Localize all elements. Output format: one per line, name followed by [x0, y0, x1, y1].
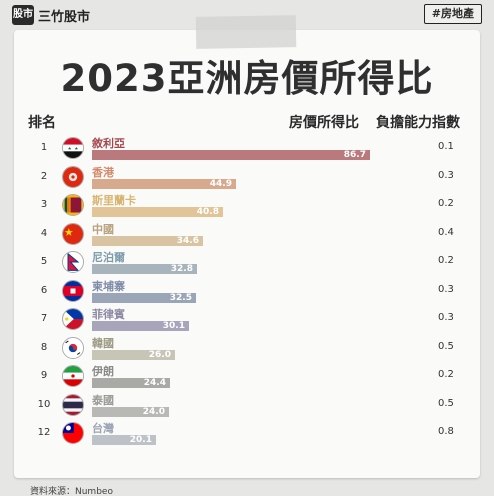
rank-label: 6: [40, 284, 48, 296]
chart-row: 1 敘利亞 86.7 0.1: [0, 137, 494, 165]
philippines-flag-icon: [62, 308, 84, 330]
srilanka-flag-icon: [62, 194, 84, 216]
cambodia-flag-icon: [62, 279, 84, 302]
bar-mark: [92, 264, 197, 274]
country-label: 香港: [92, 165, 114, 179]
chart-row: 12 台灣 20.1 0.8: [0, 422, 494, 450]
bar-value-label: 40.8: [196, 207, 219, 217]
chart-row: 9 伊朗 24.4 0.2: [0, 365, 494, 393]
bar-mark: [92, 321, 189, 331]
bar-mark: [92, 406, 169, 417]
bar-mark: [92, 150, 370, 160]
bar-value-label: 26.0: [148, 349, 171, 360]
rank-label: 7: [40, 313, 48, 324]
rank-label: 10: [37, 398, 51, 410]
rank-label: 9: [40, 370, 48, 381]
affordability-value: 0.3: [438, 312, 454, 323]
chart-row: 3 斯里蘭卡 40.8 0.2: [0, 194, 494, 222]
chart-row: 7 菲律賓 30.1 0.3: [0, 308, 494, 336]
rank-label: 4: [40, 227, 48, 239]
affordability-value: 0.8: [438, 426, 454, 437]
country-label: 伊朗: [92, 365, 114, 378]
bar-mark: [92, 292, 196, 303]
chart-row: 10 泰國 24.0 0.5: [0, 393, 494, 422]
country-label: 菲律賓: [92, 308, 125, 321]
affordability-header: 負擔能力指數: [376, 115, 460, 131]
affordability-value: 0.3: [438, 283, 454, 295]
source-note: 資料來源：Numbeo: [30, 487, 113, 496]
country-label: 柬埔寨: [92, 279, 125, 293]
rank-label: 5: [40, 256, 48, 267]
affordability-value: 0.5: [438, 397, 454, 409]
affordability-value: 0.5: [438, 340, 454, 352]
bar-mark: [92, 378, 170, 388]
bar-value-label: 34.6: [176, 235, 199, 246]
country-label: 敘利亞: [92, 137, 125, 150]
chart-card: [14, 30, 480, 478]
bar-value-label: 30.1: [162, 321, 185, 331]
tape-decoration: [195, 15, 297, 49]
taiwan-flag-icon: [62, 422, 84, 444]
bar-mark: [92, 235, 203, 246]
bar-mark: [92, 178, 236, 189]
chart-title: 2023亞洲房價所得比: [60, 57, 434, 100]
bar-value-label: 86.7: [343, 150, 366, 160]
bar-value-label: 24.4: [143, 378, 166, 388]
rank-label: 8: [40, 341, 48, 353]
china-flag-icon: [62, 222, 84, 245]
country-label: 韓國: [92, 336, 114, 350]
affordability-value: 0.4: [438, 226, 454, 238]
bar-value-label: 44.9: [209, 178, 232, 189]
affordability-value: 0.2: [438, 369, 454, 380]
bar-value-label: 32.8: [170, 264, 193, 274]
affordability-value: 0.2: [438, 255, 454, 266]
rank-label: 2: [40, 170, 48, 182]
brand-name: 三竹股市: [38, 10, 91, 25]
nepal-flag-icon: [62, 251, 84, 273]
country-label: 斯里蘭卡: [92, 194, 136, 207]
bar-mark: [92, 349, 175, 360]
hashtag-badge[interactable]: #房地產: [423, 4, 482, 24]
rank-label: 3: [40, 199, 48, 210]
bar-value-label: 32.5: [169, 292, 192, 303]
bar-mark: [92, 435, 156, 445]
rank-header: 排名: [28, 115, 56, 131]
chart-row: 6 柬埔寨 32.5 0.3: [0, 279, 494, 308]
country-label: 中國: [92, 222, 114, 236]
rank-label: 12: [37, 427, 51, 438]
chart-row: 5 尼泊爾 32.8 0.2: [0, 251, 494, 279]
country-label: 尼泊爾: [92, 251, 125, 264]
affordability-value: 0.1: [438, 141, 454, 152]
bar-value-label: 20.1: [129, 435, 152, 445]
country-label: 台灣: [92, 422, 114, 435]
iran-flag-icon: [62, 365, 84, 387]
ratio-header: 房價所得比: [289, 115, 359, 131]
syria-flag-icon: [62, 137, 84, 159]
affordability-value: 0.2: [438, 198, 454, 209]
chart-row: 4 中國 34.6 0.4: [0, 222, 494, 251]
bar-value-label: 24.0: [142, 406, 165, 417]
bar-mark: [92, 207, 223, 217]
thailand-flag-icon: [62, 393, 84, 416]
brand-logo-icon: 股市: [12, 5, 34, 25]
top-bar: 股市 三竹股市 #房地產: [0, 0, 494, 30]
hongkong-flag-icon: [62, 165, 84, 188]
chart-row: 8 韓國 26.0 0.5: [0, 336, 494, 365]
chart-row: 2 香港 44.9 0.3: [0, 165, 494, 194]
affordability-value: 0.3: [438, 169, 454, 181]
korea-flag-icon: [62, 336, 84, 359]
rank-label: 1: [40, 142, 48, 153]
country-label: 泰國: [92, 393, 114, 407]
